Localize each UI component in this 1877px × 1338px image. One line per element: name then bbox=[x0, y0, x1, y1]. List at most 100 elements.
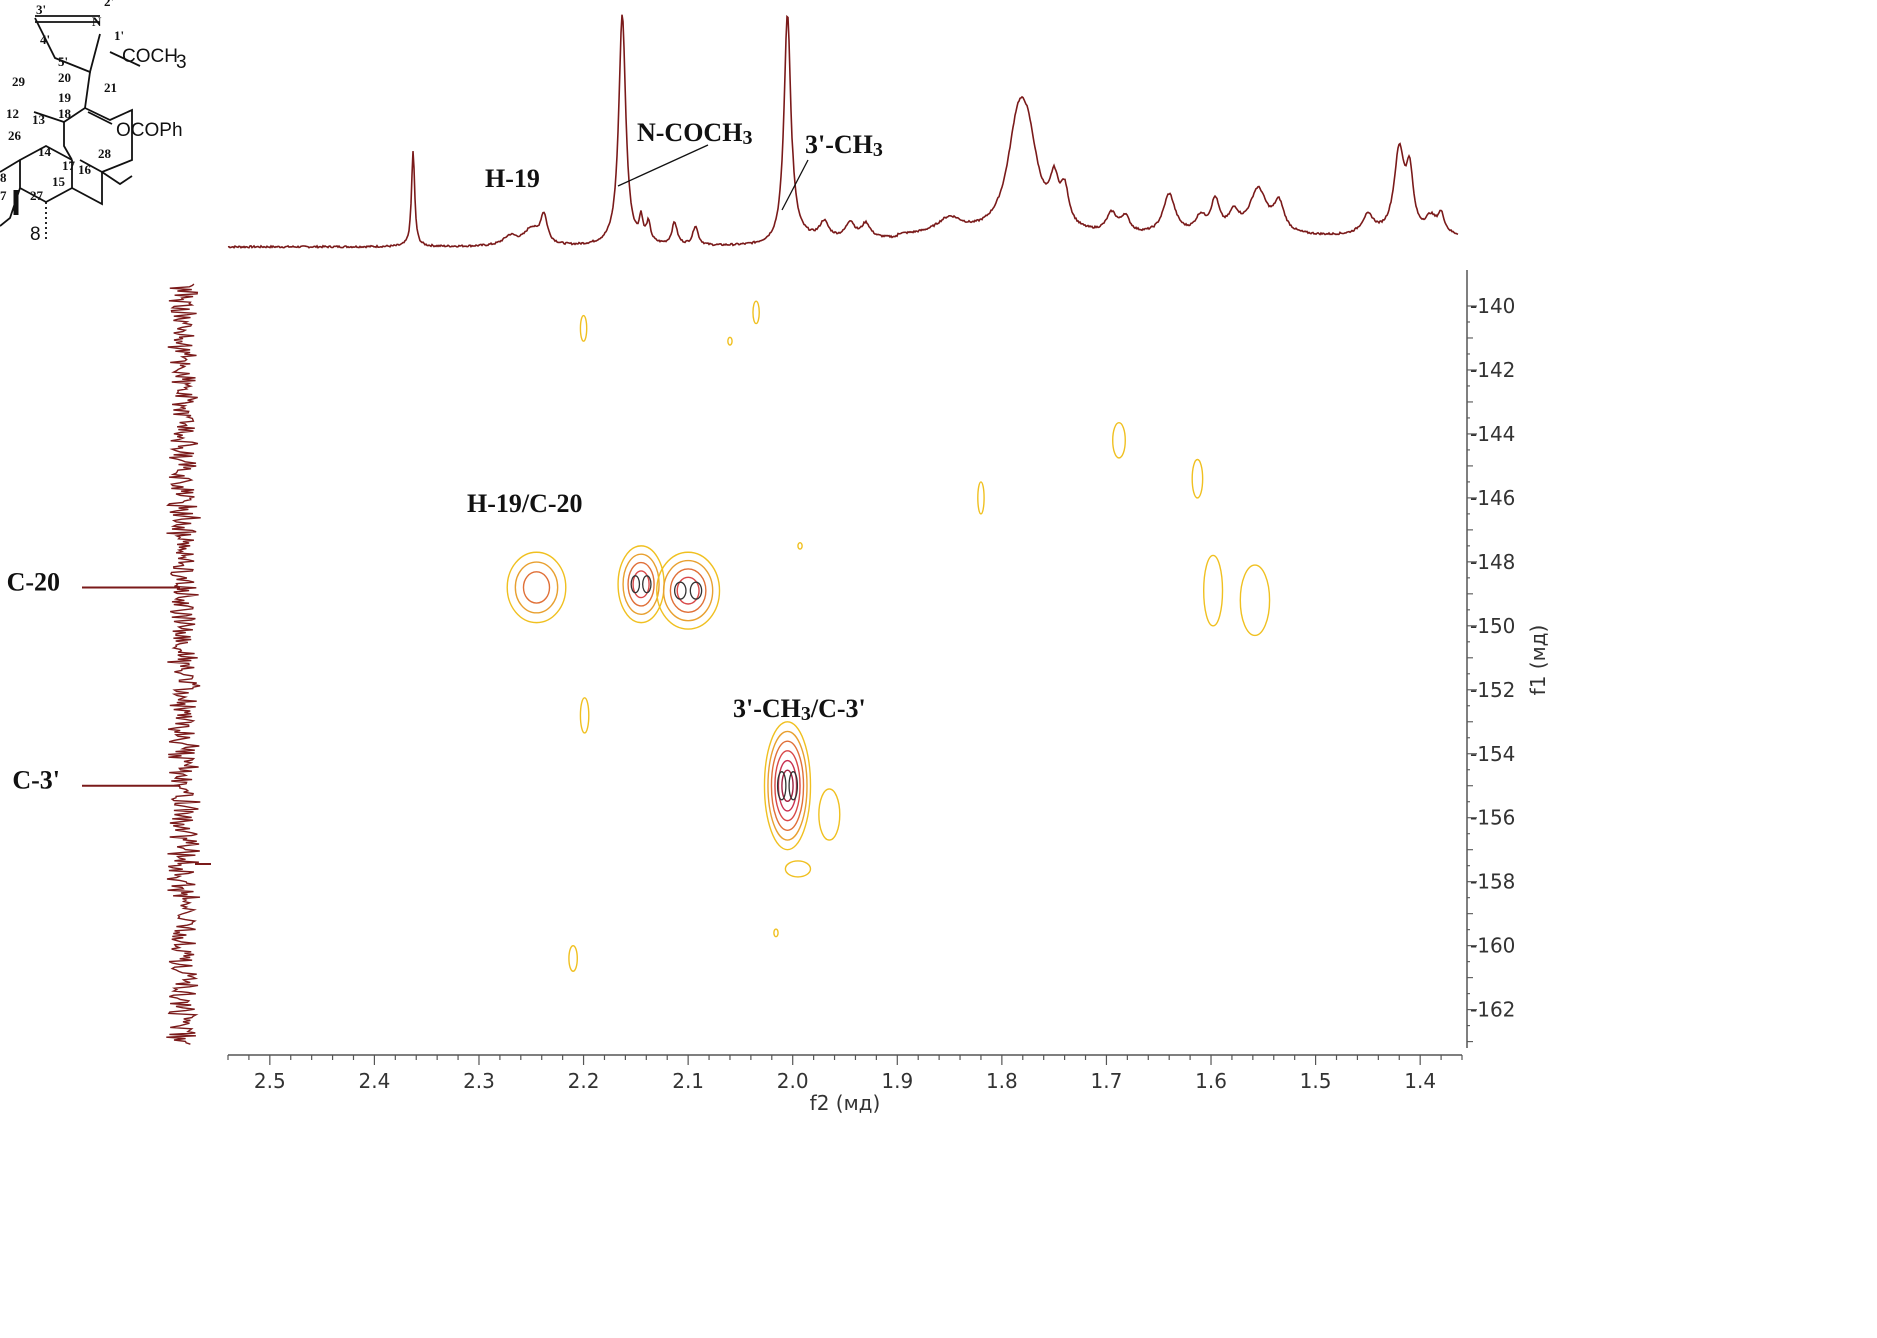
cross-peak bbox=[727, 336, 733, 346]
contour-level bbox=[1202, 554, 1224, 627]
benzoate-group-label: OCOPh bbox=[116, 120, 183, 141]
y-axis: -140 -142 -144 -146 -148 -150 -152 -154 -156 -158… bbox=[1466, 270, 1550, 1048]
contour-level bbox=[579, 697, 590, 734]
side-peak-label: C-3' bbox=[12, 766, 60, 795]
top-projection-labels: H-19 N-COCH3 3'-CH3 bbox=[485, 118, 883, 211]
atom-label: 18 bbox=[58, 106, 72, 121]
label-leader-line bbox=[781, 159, 809, 211]
y-tick-label: -150 bbox=[1470, 614, 1515, 638]
contour-level bbox=[770, 740, 805, 832]
contour-level bbox=[622, 553, 660, 615]
ring-e bbox=[79, 107, 133, 173]
atom-label: 4' bbox=[40, 32, 50, 47]
x-tick-label: 1.7 bbox=[1091, 1069, 1123, 1093]
atom-label: 3' bbox=[36, 2, 46, 17]
proton-spectrum-line bbox=[227, 14, 1459, 249]
contour-level bbox=[752, 300, 760, 325]
cross-peak bbox=[1239, 564, 1271, 637]
y-tick-label: -154 bbox=[1470, 742, 1515, 766]
contour-level bbox=[1191, 458, 1204, 499]
cross-peak bbox=[763, 721, 812, 851]
y-tick-label: -142 bbox=[1470, 358, 1515, 382]
x-tick-label: 1.5 bbox=[1300, 1069, 1332, 1093]
x-axis-title: f2 (мд) bbox=[810, 1091, 881, 1115]
acetyl-subscript: 3 bbox=[176, 52, 187, 73]
cross-peak bbox=[784, 860, 812, 878]
contour-level bbox=[774, 750, 801, 822]
y-tick-label: -146 bbox=[1470, 486, 1515, 510]
contour-level bbox=[568, 944, 578, 972]
contour-level bbox=[818, 788, 841, 841]
contour-level bbox=[727, 336, 733, 346]
cross-peak bbox=[506, 551, 567, 624]
label-leader-line bbox=[617, 144, 709, 187]
cross-peak bbox=[656, 551, 721, 630]
atom-label: 16 bbox=[78, 162, 92, 177]
contour-level bbox=[767, 730, 808, 841]
cross-peak bbox=[752, 300, 760, 325]
contour-level bbox=[522, 571, 551, 604]
cross-peak bbox=[1202, 554, 1224, 627]
top-peak-label: H-19 bbox=[485, 164, 540, 193]
contour-level bbox=[632, 570, 650, 599]
x-tick-label: 1.9 bbox=[881, 1069, 913, 1093]
cross-peak bbox=[579, 314, 588, 342]
cross-peak bbox=[797, 541, 803, 550]
contour-core bbox=[673, 581, 687, 600]
contour-level bbox=[1239, 564, 1271, 637]
bond-29 bbox=[33, 111, 65, 123]
x-tick-label: 2.2 bbox=[568, 1069, 600, 1093]
cross-peak bbox=[1112, 422, 1126, 459]
y-tick-label: -162 bbox=[1470, 998, 1515, 1022]
contour-level bbox=[977, 481, 985, 515]
atom-label: 5' bbox=[58, 54, 68, 69]
contour-core bbox=[776, 771, 787, 801]
cross-peak bbox=[617, 545, 665, 624]
atom-label: 21 bbox=[104, 80, 117, 95]
cross-peak-label: 3'-CH3/C-3' bbox=[733, 694, 866, 725]
y-axis-title: f1 (мд) bbox=[1526, 625, 1550, 696]
contour-core bbox=[689, 581, 703, 600]
acetyl-group-label: COCH bbox=[122, 46, 178, 67]
bond-n-acetyl bbox=[109, 51, 141, 67]
atom-label: 1' bbox=[114, 28, 124, 43]
atom-label: 28 bbox=[98, 146, 112, 161]
x-tick-label: 2.1 bbox=[672, 1069, 704, 1093]
pyrazoline-ring bbox=[34, 17, 101, 74]
atom-label: 7 bbox=[0, 188, 7, 203]
atom-label: 29 bbox=[12, 74, 26, 89]
side-projection-trace bbox=[166, 283, 211, 1045]
contour-level bbox=[669, 568, 707, 614]
atom-label: 14 bbox=[38, 144, 52, 159]
cross-peak bbox=[977, 481, 985, 515]
x-tick-label: 2.5 bbox=[254, 1069, 286, 1093]
contour-level bbox=[784, 860, 812, 878]
contour-level bbox=[579, 314, 588, 342]
atom-label: 12 bbox=[6, 106, 19, 121]
side-projection-labels: C-20 C-3' bbox=[7, 567, 180, 795]
compound-number: 8 bbox=[30, 224, 41, 245]
contour-level bbox=[514, 561, 559, 614]
cross-peak-label: H-19/C-20 bbox=[467, 489, 583, 518]
side-peak-label: C-20 bbox=[7, 567, 60, 596]
contour-level bbox=[627, 561, 655, 607]
atom-label: 13 bbox=[32, 112, 46, 127]
cross-peak bbox=[568, 944, 578, 972]
x-tick-label: 2.3 bbox=[463, 1069, 495, 1093]
x-tick-label: 2.4 bbox=[359, 1069, 391, 1093]
contour-map bbox=[506, 300, 1271, 972]
contour-core bbox=[788, 771, 799, 801]
bond-28 bbox=[101, 171, 133, 186]
atom-label: 15 bbox=[52, 174, 66, 189]
contour-level bbox=[676, 576, 700, 605]
atom-label: N bbox=[92, 14, 102, 29]
atom-label: 2' bbox=[104, 0, 114, 9]
x-tick-label: 2.0 bbox=[777, 1069, 809, 1093]
atom-label: 26 bbox=[8, 128, 22, 143]
contour-core bbox=[630, 575, 641, 594]
double-bond-20-21 bbox=[87, 111, 113, 125]
top-projection-trace bbox=[227, 14, 1459, 249]
contour-labels: H-19/C-20 3'-CH3/C-3' bbox=[467, 489, 866, 725]
